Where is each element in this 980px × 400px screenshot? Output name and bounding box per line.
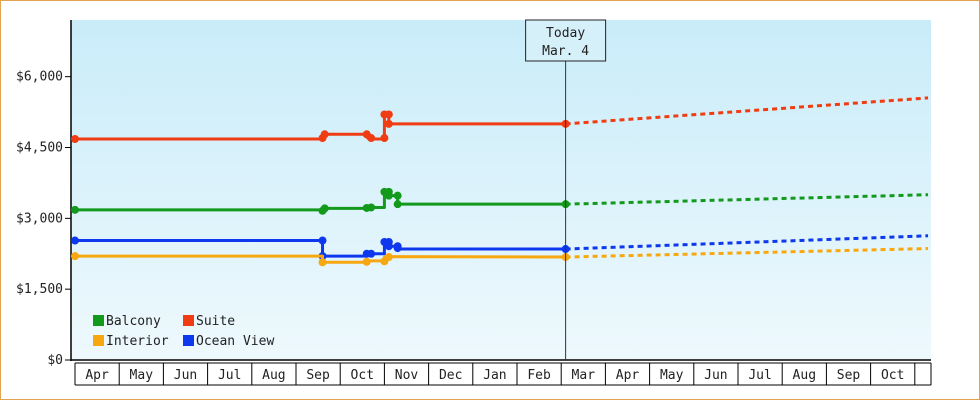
data-point bbox=[384, 110, 393, 119]
data-point bbox=[384, 119, 393, 128]
x-tick-label: Mar bbox=[572, 368, 596, 383]
forecast-line bbox=[565, 247, 929, 259]
x-tick-label: Jul bbox=[748, 368, 771, 383]
data-point bbox=[71, 135, 79, 143]
plot-area bbox=[71, 20, 931, 360]
x-tick-label: Feb bbox=[527, 368, 551, 383]
data-point bbox=[71, 252, 79, 261]
data-point bbox=[384, 191, 393, 200]
data-point bbox=[367, 203, 376, 212]
x-tick-label: Jun bbox=[174, 368, 197, 383]
legend-item-interior: Interior bbox=[93, 334, 169, 349]
x-tick-label: May bbox=[660, 368, 684, 383]
legend: Balcony Suite Interior Ocean View bbox=[93, 314, 274, 349]
y-tick-label: $4,500 bbox=[16, 141, 63, 156]
x-tick-label: Sep bbox=[837, 368, 861, 383]
x-tick-label: Apr bbox=[85, 368, 109, 383]
data-point bbox=[367, 249, 376, 258]
x-tick-label: Jun bbox=[704, 368, 727, 383]
legend-swatch bbox=[183, 335, 194, 346]
series-ocean-view bbox=[71, 234, 929, 261]
data-point bbox=[71, 236, 79, 245]
x-axis: Apr May Jun Jul Aug Sep Oct Nov Dec Jan Feb Mar Apr M… bbox=[71, 359, 932, 386]
data-point bbox=[71, 205, 79, 214]
data-point bbox=[393, 200, 402, 209]
legend-swatch bbox=[93, 315, 104, 326]
legend-swatch bbox=[93, 335, 104, 346]
y-tick-label: $0 bbox=[47, 353, 63, 368]
y-tick-label: $1,500 bbox=[16, 282, 63, 297]
x-tick-label: Sep bbox=[306, 368, 330, 383]
x-tick-label: Oct bbox=[351, 368, 374, 383]
today-marker: Today Mar. 4 bbox=[525, 19, 607, 360]
legend-label: Interior bbox=[106, 334, 169, 349]
y-tick-label: $3,000 bbox=[16, 211, 63, 226]
data-point bbox=[393, 191, 402, 200]
x-tick-label: Jul bbox=[218, 368, 241, 383]
legend-item-ocean-view: Ocean View bbox=[183, 334, 274, 349]
today-box bbox=[525, 19, 607, 62]
forecast-line bbox=[565, 234, 929, 251]
legend-label: Suite bbox=[196, 314, 235, 329]
data-point bbox=[367, 134, 376, 143]
x-tick-label: Aug bbox=[262, 368, 285, 383]
data-point bbox=[320, 130, 329, 139]
legend-item-balcony: Balcony bbox=[93, 314, 161, 329]
data-point bbox=[393, 244, 402, 253]
legend-item-suite: Suite bbox=[183, 314, 235, 329]
today-label: Today bbox=[546, 26, 585, 41]
x-tick-label: Aug bbox=[793, 368, 816, 383]
data-point bbox=[380, 134, 389, 143]
y-axis: $0 $1,500 $3,000 $4,500 $6,000 bbox=[16, 20, 72, 368]
x-tick-label: Oct bbox=[881, 368, 904, 383]
forecast-line bbox=[565, 96, 929, 126]
data-point bbox=[318, 236, 327, 245]
today-date: Mar. 4 bbox=[542, 44, 589, 59]
series-interior bbox=[71, 247, 929, 267]
series-balcony bbox=[71, 187, 929, 215]
x-tick-label: Dec bbox=[439, 368, 462, 383]
x-tick-label: Jan bbox=[483, 368, 506, 383]
x-tick-label: Nov bbox=[395, 368, 419, 383]
data-point bbox=[384, 242, 393, 251]
legend-label: Balcony bbox=[106, 314, 161, 329]
data-point bbox=[320, 204, 329, 213]
x-tick-label: May bbox=[130, 368, 154, 383]
x-tick-label: Apr bbox=[616, 368, 640, 383]
forecast-line bbox=[565, 193, 929, 206]
series-suite bbox=[71, 96, 929, 143]
data-point bbox=[362, 257, 371, 266]
legend-swatch bbox=[183, 315, 194, 326]
series-layer bbox=[71, 96, 929, 267]
legend-label: Ocean View bbox=[196, 334, 274, 349]
data-point bbox=[384, 253, 393, 262]
y-tick-label: $6,000 bbox=[16, 70, 63, 85]
data-point bbox=[318, 258, 327, 267]
